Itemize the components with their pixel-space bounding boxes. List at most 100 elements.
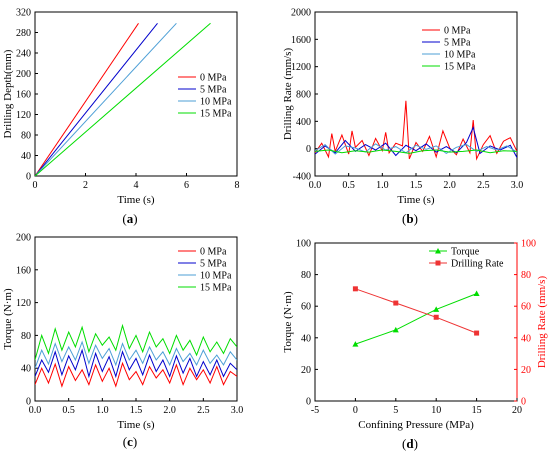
panel-letter: c <box>127 434 133 449</box>
x-tick-label: 2.0 <box>443 180 456 191</box>
legend-label: 10 MPa <box>200 271 232 282</box>
y-axis-label: Torque (N·m) <box>282 291 294 353</box>
series-line-drilling-rate <box>355 288 477 334</box>
panel-letter: b <box>406 211 413 226</box>
panel-label: (c) <box>123 434 137 449</box>
x-tick-label: 2.5 <box>477 180 490 191</box>
y-tick-label: 160 <box>16 90 31 101</box>
panel-paren-close: ) <box>133 434 137 449</box>
y-tick-label: 240 <box>16 49 31 60</box>
x-tick-label: -5 <box>311 405 319 416</box>
y-tick-label: 120 <box>16 110 31 121</box>
legend-label: Torque <box>451 247 480 258</box>
panel-label: (a) <box>122 211 137 226</box>
legend-label: Drilling Rate <box>451 259 504 270</box>
series-line-0-mpa <box>315 100 517 161</box>
x-tick-label: 2 <box>83 180 88 191</box>
panel-paren-close: ) <box>414 436 418 451</box>
series-line-torque <box>355 293 477 345</box>
x-tick-label: 6 <box>184 180 189 191</box>
legend-label: 5 MPa <box>200 259 227 270</box>
y-right-tick-label: 100 <box>521 239 536 250</box>
x-tick-label: 0 <box>33 180 38 191</box>
series-line-15-mpa <box>315 149 517 154</box>
y-tick-label: 40 <box>21 364 31 375</box>
x-tick-label: 3.0 <box>511 180 524 191</box>
x-tick-label: 8 <box>235 180 240 191</box>
y-tick-label: 80 <box>21 331 31 342</box>
legend-marker <box>435 248 441 254</box>
x-tick-label: 1.5 <box>130 405 143 416</box>
y-tick-label: 40 <box>21 151 31 162</box>
legend-label: 0 MPa <box>200 73 227 84</box>
legend-label: 10 MPa <box>200 97 232 108</box>
series-line-0-mpa <box>35 23 139 176</box>
x-tick-label: 0.5 <box>342 180 355 191</box>
chart-panel-b: 0.0 0.5 1.0 1.5 2.0 2.5 3.0 -400 0 400 800 1200 1600… <box>282 8 523 227</box>
x-axis-label: Confining Pressure (MPa) <box>358 419 474 431</box>
x-axis-label: Time (s) <box>397 194 435 206</box>
y-tick-label: 400 <box>296 117 311 128</box>
y-tick-label: 280 <box>16 28 31 39</box>
data-point-marker <box>392 326 399 333</box>
legend-label: 5 MPa <box>200 85 227 96</box>
data-point-marker <box>352 286 358 292</box>
legend-label: 0 MPa <box>200 247 227 258</box>
y-tick-label: 160 <box>16 265 31 276</box>
panel-paren-open: ( <box>402 211 406 226</box>
panel-paren-open: ( <box>402 436 406 451</box>
data-point-marker <box>474 330 480 336</box>
series-line-5-mpa <box>35 22 158 176</box>
panel-paren-close: ) <box>133 211 137 226</box>
x-tick-label: 0.5 <box>62 405 75 416</box>
y-tick-label: 100 <box>296 239 311 250</box>
series-line-5-mpa <box>35 348 237 379</box>
series-line-10-mpa <box>35 340 237 369</box>
legend-label: 15 MPa <box>200 109 232 120</box>
series-line-15-mpa <box>35 22 211 176</box>
x-tick-label: 20 <box>512 405 522 416</box>
y-right-tick-label: 40 <box>521 333 531 344</box>
legend-label: 10 MPa <box>444 50 476 61</box>
y-tick-label: 1200 <box>291 62 311 73</box>
y-tick-label: 60 <box>301 302 311 313</box>
y-tick-label: 0 <box>306 144 311 155</box>
y-tick-label: 0 <box>26 172 31 183</box>
y-tick-label: 200 <box>16 233 31 244</box>
legend-label: 5 MPa <box>444 38 471 49</box>
y-tick-label: 20 <box>301 365 311 376</box>
x-tick-label: 2.0 <box>163 405 176 416</box>
series-line-10-mpa <box>35 22 177 176</box>
y-axis-label: Drilling Depth(mm) <box>2 49 14 138</box>
y-right-tick-label: 0 <box>521 397 526 408</box>
x-tick-label: 1.5 <box>410 180 423 191</box>
y-right-tick-label: 60 <box>521 302 531 313</box>
y-tick-label: 2000 <box>291 8 311 19</box>
panel-paren-open: ( <box>123 434 127 449</box>
series-line-10-mpa <box>315 143 517 155</box>
x-axis-label: Time (s) <box>117 419 155 431</box>
panel-label: (b) <box>402 211 418 226</box>
legend-label: 15 MPa <box>200 283 232 294</box>
y-tick-label: 120 <box>16 298 31 309</box>
x-tick-label: 1.0 <box>96 405 109 416</box>
x-tick-label: 4 <box>134 180 139 191</box>
x-axis-label: Time (s) <box>117 194 155 206</box>
y-tick-label: 1600 <box>291 35 311 46</box>
y-axis-label: Torque (N·m) <box>2 288 14 350</box>
legend-label: 15 MPa <box>444 62 476 73</box>
x-tick-label: 3.0 <box>231 405 244 416</box>
x-tick-label: 0.0 <box>29 405 42 416</box>
y-tick-label: 0 <box>306 397 311 408</box>
y-right-tick-label: 20 <box>521 365 531 376</box>
y-tick-label: 80 <box>21 131 31 142</box>
chart-panel-c: 0.0 0.5 1.0 1.5 2.0 2.5 3.0 0 40 80 120 160 200 Time … <box>2 233 243 450</box>
y-tick-label: 320 <box>16 8 31 19</box>
legend-label: 0 MPa <box>444 26 471 37</box>
panel-letter: d <box>406 436 414 451</box>
panel-paren-close: ) <box>414 211 418 226</box>
legend-marker <box>435 260 441 266</box>
series-line-0-mpa <box>35 361 237 388</box>
